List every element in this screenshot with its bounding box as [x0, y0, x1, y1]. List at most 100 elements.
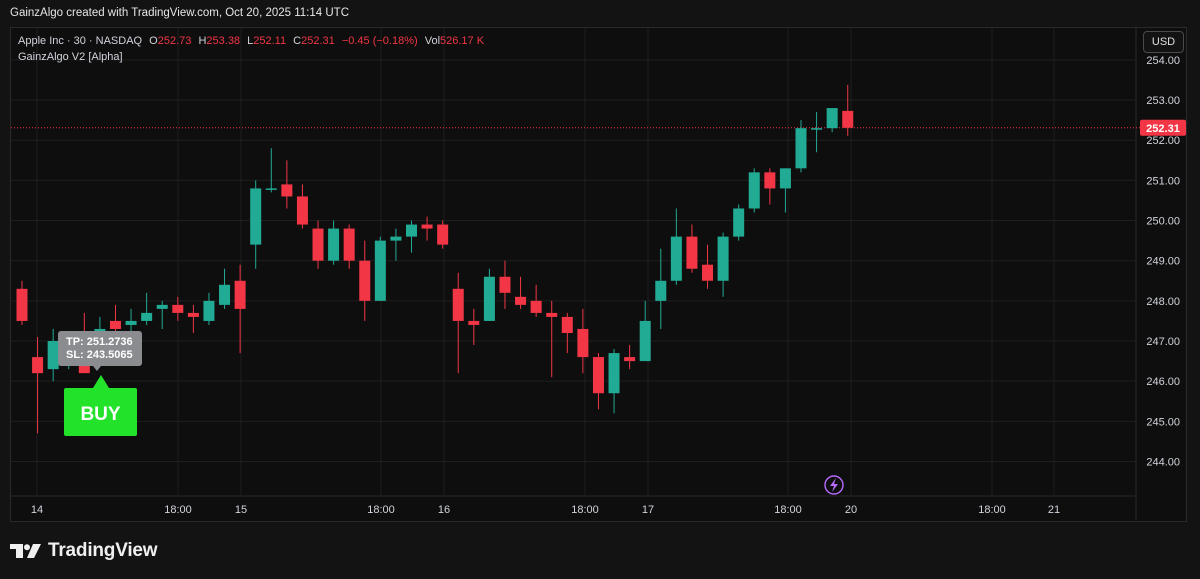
signal-tooltip-box [58, 331, 142, 366]
candle-body[interactable] [390, 236, 402, 241]
lightning-bolt [830, 478, 838, 492]
candle-body[interactable] [624, 357, 636, 362]
low-label: L [247, 35, 254, 47]
candle-body[interactable] [811, 128, 823, 130]
candle-body[interactable] [530, 300, 542, 313]
y-axis-tick-label: 247.00 [1146, 336, 1180, 348]
candle-body[interactable] [234, 280, 246, 309]
currency-button[interactable]: USD [1143, 31, 1184, 53]
y-axis-tick-label: 248.00 [1146, 296, 1180, 308]
x-axis-tick-label: 17 [642, 504, 654, 516]
high-label: H [198, 35, 207, 47]
candle-body[interactable] [452, 288, 464, 321]
candle-body[interactable] [187, 312, 199, 317]
symbol-legend: Apple Inc · 30 · NASDAQ O252.73 H253.38 … [18, 33, 484, 65]
candle-body[interactable] [312, 228, 324, 261]
candle-body[interactable] [483, 276, 495, 321]
open-value: 252.73 [157, 35, 192, 47]
candle-body[interactable] [296, 196, 308, 225]
candle-body[interactable] [359, 260, 371, 301]
candle-body[interactable] [141, 312, 153, 321]
tradingview-logo[interactable]: TradingView [10, 540, 158, 562]
candle-body[interactable] [156, 304, 168, 309]
y-axis-tick-label: 245.00 [1146, 416, 1180, 428]
close-value: 252.31 [301, 35, 335, 47]
candle-body[interactable] [577, 328, 589, 358]
created-with-line: GainzAlgo created with TradingView.com, … [10, 7, 350, 19]
stop-loss-label: SL: 243.5065 [66, 349, 133, 361]
x-axis-tick-label: 20 [845, 504, 857, 516]
x-axis-tick-label: 16 [438, 504, 450, 516]
volume-label: Vol [424, 35, 441, 47]
candle-body[interactable] [779, 168, 791, 189]
candle-body[interactable] [343, 228, 355, 261]
candle-body[interactable] [748, 172, 760, 209]
buy-signal-label: BUY [80, 404, 120, 425]
candle-body[interactable] [717, 236, 729, 281]
candle-body[interactable] [561, 316, 573, 333]
candle-body[interactable] [94, 328, 106, 333]
candle-body[interactable] [16, 288, 28, 321]
candle-body[interactable] [125, 320, 137, 325]
candle-body[interactable] [733, 208, 745, 237]
candle-body[interactable] [546, 312, 558, 317]
candle-body[interactable] [592, 357, 604, 394]
close-label: C [293, 35, 302, 47]
candle-body[interactable] [702, 264, 714, 281]
buy-signal-box[interactable] [64, 388, 137, 436]
y-axis-tick-label: 246.00 [1146, 376, 1180, 388]
high-value: 253.38 [206, 35, 241, 47]
candle-body[interactable] [764, 172, 776, 189]
open-label: O [149, 35, 158, 47]
candle-body[interactable] [406, 224, 417, 237]
x-axis-tick-label: 21 [1048, 504, 1060, 516]
lightning-replay-icon[interactable] [824, 475, 844, 495]
candle-body[interactable] [499, 276, 511, 293]
last-price-badge [1140, 119, 1186, 136]
candle-body[interactable] [608, 353, 620, 394]
candle-body[interactable] [265, 188, 277, 190]
signal-tooltip-pointer [93, 366, 101, 371]
candle-body[interactable] [421, 224, 433, 229]
y-axis-tick-label: 250.00 [1146, 216, 1180, 228]
x-axis-tick-label: 18:00 [978, 504, 1006, 516]
candle-body[interactable] [172, 304, 184, 313]
candle-body[interactable] [826, 108, 838, 129]
tradingview-wordmark: TradingView [48, 540, 158, 561]
candle-body[interactable] [437, 224, 449, 245]
candle-body[interactable] [795, 128, 807, 169]
change-value: −0.45 (−0.18%) [341, 35, 418, 47]
candle-body[interactable] [670, 236, 682, 281]
y-axis-tick-label: 253.00 [1146, 95, 1180, 107]
candle-body[interactable] [219, 284, 231, 305]
indicator-name[interactable]: GainzAlgo V2 [Alpha] [18, 51, 123, 63]
candle-body[interactable] [281, 184, 293, 197]
candle-body[interactable] [328, 228, 340, 261]
x-axis-tick-label: 14 [31, 504, 43, 516]
lightning-circle [824, 475, 844, 495]
chart-pane[interactable] [10, 27, 1187, 522]
candle-body[interactable] [639, 320, 651, 362]
candle-body[interactable] [203, 300, 215, 321]
candle-body[interactable] [47, 341, 59, 370]
volume-value: 526.17 K [440, 35, 485, 47]
symbol-name[interactable]: Apple Inc · 30 · NASDAQ [18, 35, 143, 47]
candle-body[interactable] [515, 296, 527, 305]
buy-arrow [93, 375, 109, 388]
x-axis-tick-label: 15 [235, 504, 247, 516]
y-axis-tick-label: 244.00 [1146, 457, 1180, 469]
indicator-row[interactable]: GainzAlgo V2 [Alpha] [18, 49, 484, 65]
candle-body[interactable] [374, 240, 386, 301]
candle-body[interactable] [32, 357, 44, 374]
y-axis-tick-label: 252.00 [1146, 135, 1180, 147]
x-axis-tick-label: 18:00 [367, 504, 395, 516]
ohlc-row: Apple Inc · 30 · NASDAQ O252.73 H253.38 … [18, 33, 484, 49]
low-value: 252.11 [253, 35, 287, 47]
candle-body[interactable] [250, 188, 262, 245]
candle-body[interactable] [655, 280, 667, 301]
candle-body[interactable] [468, 320, 480, 325]
candle-body[interactable] [686, 236, 698, 269]
candle-body[interactable] [842, 110, 854, 128]
candle-body[interactable] [109, 320, 121, 329]
